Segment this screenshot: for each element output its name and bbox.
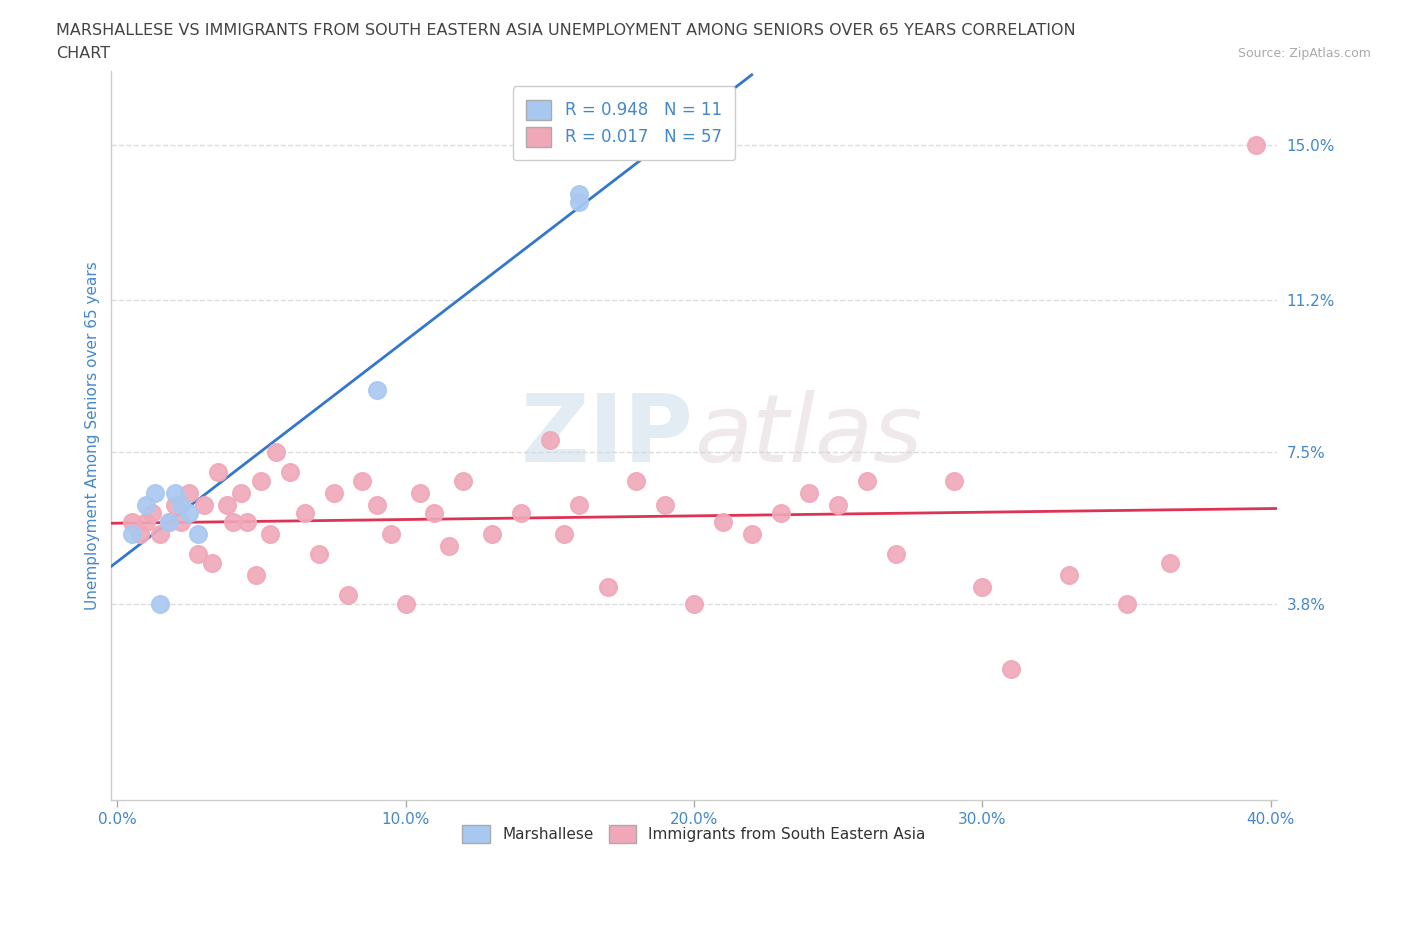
Point: [409, 485, 432, 500]
Text: atlas: atlas: [695, 390, 922, 481]
Point: [179, 506, 201, 521]
Point: [366, 383, 388, 398]
Point: [596, 579, 619, 594]
Point: [538, 432, 561, 447]
Point: [799, 485, 821, 500]
Point: [135, 498, 157, 512]
Point: [259, 526, 281, 541]
Text: MARSHALLESE VS IMMIGRANTS FROM SOUTH EASTERN ASIA UNEMPLOYMENT AMONG SENIORS OVE: MARSHALLESE VS IMMIGRANTS FROM SOUTH EAS…: [56, 23, 1076, 38]
Text: ZIP: ZIP: [522, 390, 695, 482]
Point: [157, 514, 180, 529]
Point: [179, 485, 201, 500]
Point: [654, 498, 676, 512]
Point: [157, 514, 180, 529]
Point: [827, 498, 849, 512]
Y-axis label: Unemployment Among Seniors over 65 years: Unemployment Among Seniors over 65 years: [86, 261, 100, 610]
Point: [711, 514, 734, 529]
Point: [741, 526, 763, 541]
Point: [121, 514, 143, 529]
Point: [366, 498, 388, 512]
Point: [201, 555, 224, 570]
Point: [481, 526, 503, 541]
Point: [215, 498, 238, 512]
Point: [1000, 661, 1022, 676]
Point: [129, 526, 152, 541]
Point: [568, 186, 591, 201]
Point: [1159, 555, 1181, 570]
Point: [236, 514, 259, 529]
Point: [163, 485, 186, 500]
Point: [322, 485, 344, 500]
Point: [143, 485, 166, 500]
Point: [187, 526, 209, 541]
Point: [884, 547, 907, 562]
Point: [141, 506, 163, 521]
Point: [972, 579, 994, 594]
Point: [683, 596, 706, 611]
Point: [207, 465, 229, 480]
Point: [264, 445, 287, 459]
Point: [221, 514, 243, 529]
Point: [193, 498, 215, 512]
Text: CHART: CHART: [56, 46, 110, 61]
Point: [121, 526, 143, 541]
Point: [437, 538, 460, 553]
Point: [856, 473, 879, 488]
Point: [1115, 596, 1137, 611]
Point: [278, 465, 301, 480]
Point: [453, 473, 475, 488]
Point: [149, 526, 172, 541]
Point: [163, 498, 186, 512]
Point: [169, 498, 191, 512]
Point: [135, 514, 157, 529]
Point: [769, 506, 792, 521]
Point: [510, 506, 533, 521]
Point: [394, 596, 416, 611]
Point: [308, 547, 330, 562]
Legend: Marshallese, Immigrants from South Eastern Asia: Marshallese, Immigrants from South Easte…: [454, 817, 934, 851]
Point: [380, 526, 402, 541]
Point: [568, 498, 591, 512]
Point: [352, 473, 374, 488]
Point: [250, 473, 273, 488]
Point: [423, 506, 446, 521]
Point: [336, 588, 359, 603]
Point: [294, 506, 316, 521]
Point: [553, 526, 575, 541]
Point: [187, 547, 209, 562]
Point: [231, 485, 253, 500]
Point: [568, 194, 591, 209]
Point: [1057, 567, 1080, 582]
Text: Source: ZipAtlas.com: Source: ZipAtlas.com: [1237, 46, 1371, 60]
Point: [626, 473, 648, 488]
Point: [245, 567, 267, 582]
Point: [149, 596, 172, 611]
Point: [1246, 137, 1268, 152]
Point: [169, 514, 191, 529]
Point: [942, 473, 965, 488]
